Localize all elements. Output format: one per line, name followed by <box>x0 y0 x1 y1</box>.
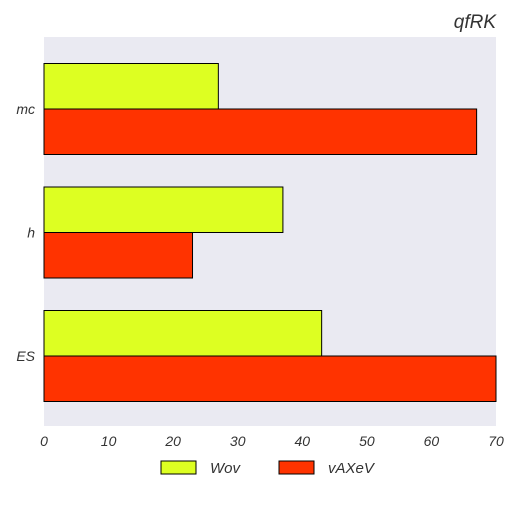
bar-vAXeV-mc <box>43 108 478 155</box>
legend-label-Wov: Wov <box>210 460 242 477</box>
bar-vAXeV-ES <box>43 355 497 402</box>
bar-Wov-h <box>43 186 284 233</box>
y-tick-label-ES: ES <box>16 348 35 364</box>
legend-swatch-vAXeV <box>278 460 315 475</box>
legend-swatch-Wov <box>160 460 197 475</box>
x-tick-label-30: 30 <box>230 433 246 449</box>
x-tick-label-0: 0 <box>40 433 48 449</box>
x-tick-labels: 0 10 20 30 40 50 60 70 <box>40 433 504 449</box>
y-tick-labels: mc h ES <box>16 101 35 364</box>
chart-title: qfRK <box>454 12 498 33</box>
y-tick-label-h: h <box>27 225 35 241</box>
x-tick-label-10: 10 <box>101 433 117 449</box>
bars-layer <box>43 63 497 402</box>
x-tick-label-60: 60 <box>424 433 440 449</box>
bar-Wov-mc <box>43 63 219 110</box>
x-tick-label-50: 50 <box>359 433 375 449</box>
x-tick-label-20: 20 <box>164 433 181 449</box>
bar-vAXeV-h <box>43 232 194 279</box>
x-tick-label-40: 40 <box>294 433 310 449</box>
bar-Wov-ES <box>43 310 323 357</box>
x-tick-label-70: 70 <box>488 433 504 449</box>
legend-label-vAXeV: vAXeV <box>328 460 376 477</box>
legend: Wov vAXeV <box>160 460 376 477</box>
y-tick-label-mc: mc <box>16 101 35 117</box>
